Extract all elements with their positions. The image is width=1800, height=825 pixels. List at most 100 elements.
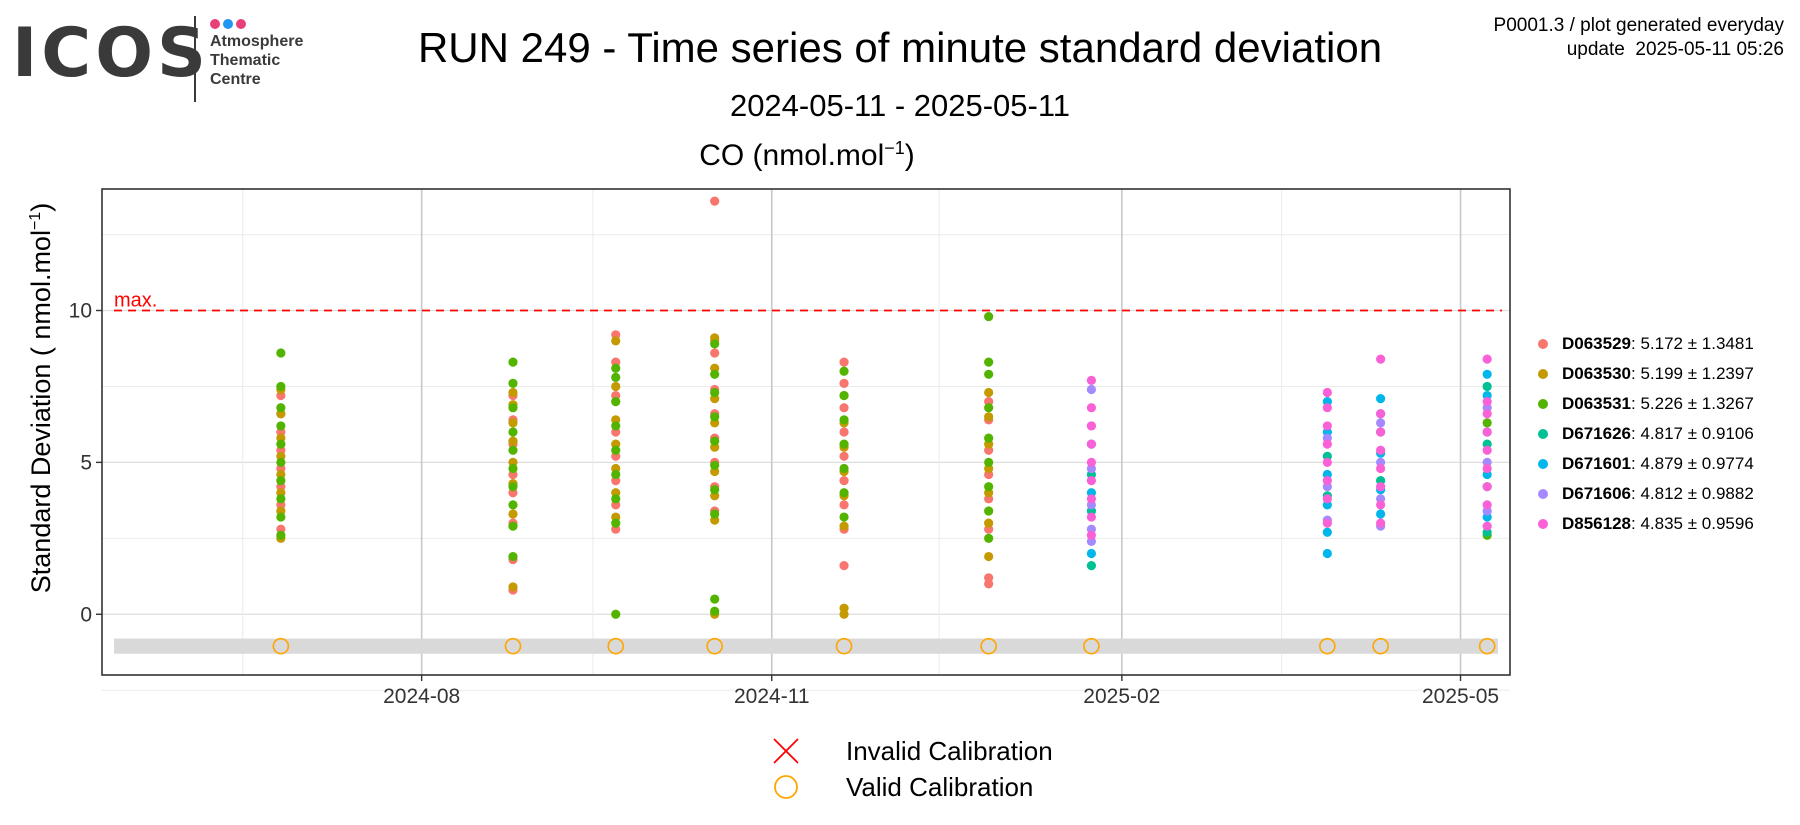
data-point bbox=[839, 512, 849, 522]
data-point bbox=[611, 372, 621, 382]
data-point bbox=[508, 436, 518, 446]
data-point bbox=[1376, 418, 1386, 428]
data-point bbox=[1322, 387, 1332, 398]
calibration-marker bbox=[1372, 637, 1389, 655]
data-point bbox=[839, 366, 849, 376]
legend-id: D063530 bbox=[1562, 364, 1632, 383]
logo-dot bbox=[210, 19, 220, 29]
data-point bbox=[710, 594, 720, 604]
data-point bbox=[276, 530, 286, 540]
data-point bbox=[710, 348, 720, 358]
legend-swatch bbox=[1538, 489, 1548, 499]
legend-stats: : 4.879 ± 0.9774 bbox=[1631, 454, 1754, 473]
data-point bbox=[611, 397, 621, 407]
data-point bbox=[839, 521, 849, 531]
icos-logo: ICOS Atmosphere Thematic Centre bbox=[12, 14, 322, 106]
data-point bbox=[508, 387, 518, 398]
data-point bbox=[984, 311, 994, 322]
data-point bbox=[1482, 381, 1492, 392]
data-point bbox=[508, 500, 518, 510]
data-point bbox=[839, 427, 849, 437]
data-point bbox=[1482, 445, 1492, 455]
data-point bbox=[611, 336, 621, 346]
legend-stats: : 4.835 ± 0.9596 bbox=[1631, 514, 1754, 533]
calibration-marker bbox=[504, 637, 522, 655]
plot-border bbox=[101, 188, 1511, 676]
data-point bbox=[1086, 457, 1097, 467]
data-point bbox=[1376, 500, 1386, 510]
data-point bbox=[1322, 439, 1332, 449]
data-point bbox=[611, 445, 621, 455]
threshold-max-label: max. bbox=[114, 290, 157, 312]
legend-swatch bbox=[1538, 369, 1548, 379]
logo-dot bbox=[223, 19, 233, 29]
data-point bbox=[508, 357, 518, 367]
product-code: P0001.3 / plot generated everyday bbox=[1493, 15, 1784, 36]
calibration-band-rect bbox=[114, 638, 1498, 654]
logo-wordmark: ICOS bbox=[12, 14, 210, 93]
circle-icon bbox=[774, 775, 798, 799]
data-point bbox=[839, 561, 849, 571]
data-point bbox=[1086, 561, 1097, 571]
data-point bbox=[839, 500, 849, 510]
logo-line: Thematic bbox=[210, 52, 281, 69]
data-point bbox=[1322, 527, 1332, 537]
data-point bbox=[1482, 409, 1492, 419]
data-point bbox=[611, 494, 621, 504]
legend-label: D063529: 5.172 ± 1.3481 bbox=[1562, 334, 1754, 354]
data-point bbox=[710, 196, 720, 206]
data-point bbox=[839, 415, 849, 425]
legend-id: D856128 bbox=[1562, 514, 1632, 533]
data-point bbox=[1482, 500, 1492, 510]
legend-swatch bbox=[1538, 459, 1548, 469]
logo-dot bbox=[236, 19, 246, 29]
data-point bbox=[839, 488, 849, 498]
data-point bbox=[508, 521, 518, 531]
calibration-marker bbox=[1083, 637, 1100, 655]
chart-subtitle: 2024-05-11 - 2025-05-11 bbox=[729, 88, 1071, 123]
invalid-calibration-label: Invalid Calibration bbox=[846, 736, 1053, 766]
legend-stats: : 4.812 ± 0.9882 bbox=[1631, 484, 1754, 503]
data-point bbox=[984, 533, 994, 543]
data-point bbox=[1322, 403, 1332, 413]
data-point bbox=[611, 381, 621, 392]
data-point bbox=[984, 551, 994, 562]
data-point bbox=[1086, 494, 1097, 504]
data-point bbox=[1322, 476, 1332, 486]
legend-label: D063531: 5.226 ± 1.3267 bbox=[1562, 394, 1754, 414]
data-point bbox=[276, 348, 286, 358]
chart-title: RUN 249 - Time series of minute standard… bbox=[417, 24, 1383, 71]
data-point bbox=[839, 403, 849, 413]
data-point bbox=[1322, 494, 1332, 504]
data-point bbox=[984, 482, 994, 492]
logo-dots bbox=[210, 16, 249, 29]
data-point bbox=[839, 357, 849, 367]
data-point bbox=[710, 485, 720, 495]
data-point bbox=[1322, 421, 1332, 431]
data-point bbox=[1376, 509, 1386, 519]
legend-id: D671606 bbox=[1562, 484, 1632, 503]
data-point bbox=[1482, 418, 1492, 428]
data-point bbox=[1376, 445, 1386, 455]
panel-species-exponent: −1 bbox=[884, 138, 905, 158]
logo-subtext: Atmosphere Thematic Centre bbox=[210, 32, 303, 89]
data-point bbox=[984, 518, 994, 528]
cross-icon bbox=[773, 738, 799, 764]
data-point bbox=[984, 387, 994, 398]
data-point bbox=[710, 369, 720, 379]
plot-background bbox=[102, 189, 1510, 675]
legend-id: D063529 bbox=[1562, 334, 1632, 353]
legend-id: D063531 bbox=[1562, 394, 1632, 413]
update-time: update 2025-05-11 05:26 bbox=[1566, 39, 1784, 60]
data-point bbox=[710, 339, 720, 349]
data-point bbox=[839, 439, 849, 449]
calibration-markers bbox=[272, 637, 1496, 655]
data-point bbox=[710, 509, 720, 519]
data-point bbox=[984, 457, 994, 467]
data-point bbox=[1086, 512, 1097, 522]
data-point bbox=[1376, 427, 1386, 437]
data-point bbox=[1482, 482, 1492, 492]
calibration-marker bbox=[607, 637, 625, 655]
legend-stats: : 4.817 ± 0.9106 bbox=[1631, 424, 1754, 443]
grid-lines bbox=[102, 189, 1510, 691]
